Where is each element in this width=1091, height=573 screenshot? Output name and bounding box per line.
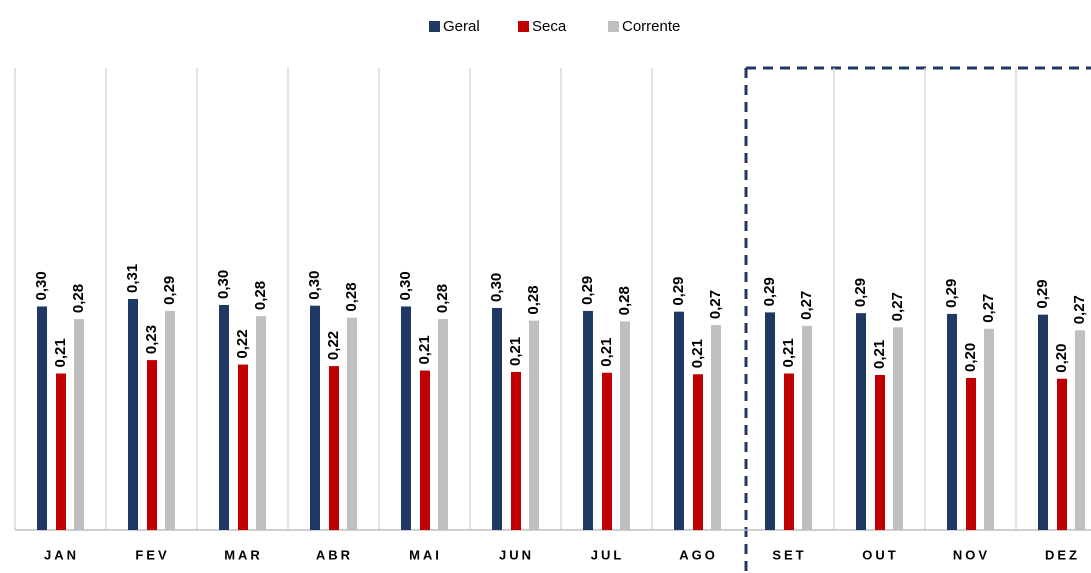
bar (347, 317, 357, 530)
bar (784, 373, 794, 530)
bar (74, 319, 84, 530)
data-label: 0,27 (707, 290, 724, 319)
bar (1038, 314, 1048, 530)
bar (492, 307, 502, 530)
data-label: 0,28 (343, 282, 360, 311)
bar (401, 306, 411, 530)
legend-swatch (429, 21, 440, 32)
data-label: 0,29 (1034, 279, 1051, 308)
x-tick-label: FEV (135, 547, 169, 562)
bar (802, 325, 812, 530)
x-tick-label: SET (772, 547, 806, 562)
bar (219, 304, 229, 530)
legend-swatch (518, 21, 529, 32)
bar (875, 375, 885, 530)
data-label: 0,29 (943, 279, 960, 308)
data-label: 0,29 (579, 276, 596, 305)
bar (602, 372, 612, 530)
bar (329, 366, 339, 530)
legend-label: Geral (443, 18, 480, 35)
legend-label: Seca (532, 18, 567, 35)
data-label: 0,21 (52, 338, 69, 367)
x-tick-label: JAN (44, 547, 79, 562)
bar (511, 372, 521, 530)
bar (438, 319, 448, 530)
legend-swatch (608, 21, 619, 32)
bar (147, 360, 157, 530)
bar (128, 299, 138, 530)
data-label: 0,27 (889, 292, 906, 321)
bar (966, 377, 976, 530)
data-label: 0,21 (416, 335, 433, 364)
x-tick-label: ABR (316, 547, 353, 562)
data-label: 0,29 (670, 276, 687, 305)
bar (310, 305, 320, 530)
bar (620, 321, 630, 530)
bar (765, 312, 775, 530)
bar (583, 310, 593, 530)
bar (947, 313, 957, 530)
data-label: 0,30 (33, 271, 50, 300)
data-label: 0,20 (962, 343, 979, 372)
data-label: 0,28 (525, 285, 542, 314)
data-label: 0,30 (488, 273, 505, 302)
bar (856, 313, 866, 530)
data-label: 0,23 (143, 325, 160, 354)
data-label: 0,27 (1071, 295, 1088, 324)
bar (420, 370, 430, 530)
bar (674, 311, 684, 530)
bar (984, 328, 994, 530)
data-label: 0,28 (70, 284, 87, 313)
bar (56, 373, 66, 530)
bar (37, 306, 47, 530)
bar (256, 316, 266, 530)
data-label: 0,30 (215, 270, 232, 299)
data-label: 0,31 (124, 264, 141, 293)
x-tick-label: JUN (499, 547, 534, 562)
x-tick-label: NOV (953, 547, 990, 562)
data-label: 0,21 (689, 339, 706, 368)
bar (165, 310, 175, 530)
x-tick-label: AGO (679, 547, 718, 562)
bar (529, 320, 539, 530)
bar (893, 327, 903, 530)
data-label: 0,27 (798, 291, 815, 320)
data-label: 0,30 (306, 271, 323, 300)
x-tick-label: JUL (591, 547, 625, 562)
data-label: 0,20 (1053, 344, 1070, 373)
bar (693, 374, 703, 530)
x-tick-label: MAR (224, 547, 263, 562)
x-tick-label: OUT (862, 547, 898, 562)
data-label: 0,29 (761, 277, 778, 306)
data-label: 0,29 (161, 276, 178, 305)
bar (238, 364, 248, 530)
data-label: 0,22 (234, 329, 251, 358)
bar (711, 325, 721, 530)
data-label: 0,29 (852, 278, 869, 307)
data-label: 0,30 (397, 271, 414, 300)
bar (1075, 330, 1085, 530)
legend-label: Corrente (622, 18, 680, 35)
data-label: 0,21 (598, 338, 615, 367)
data-label: 0,28 (616, 286, 633, 315)
data-label: 0,21 (780, 338, 797, 367)
data-label: 0,22 (325, 331, 342, 360)
data-label: 0,28 (434, 284, 451, 313)
data-label: 0,28 (252, 281, 269, 310)
data-label: 0,21 (507, 337, 524, 366)
x-tick-label: MAI (409, 547, 442, 562)
x-tick-label: DEZ (1045, 547, 1080, 562)
data-label: 0,21 (871, 340, 888, 369)
bar (1057, 378, 1067, 530)
data-label: 0,27 (980, 294, 997, 323)
